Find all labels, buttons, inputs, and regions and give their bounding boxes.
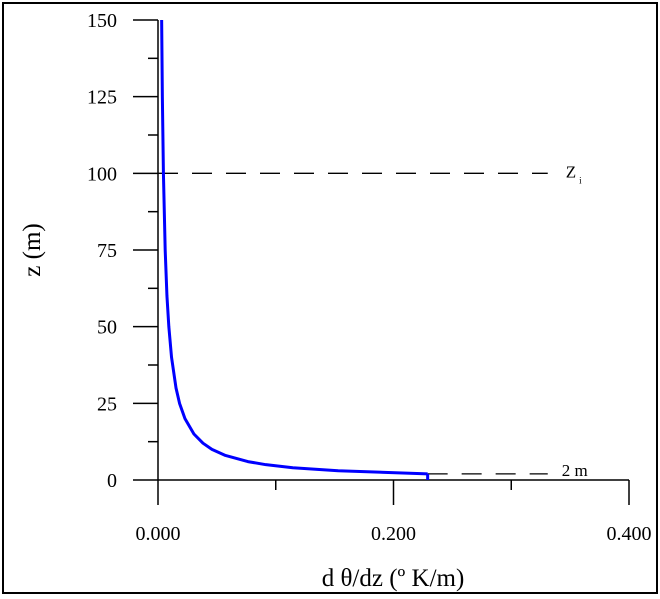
y-tick-label: 50	[97, 317, 117, 339]
y-tick-label: 75	[97, 240, 117, 262]
series-line	[160, 19, 428, 476]
series	[160, 19, 430, 480]
y-tick-label: 0	[107, 470, 117, 492]
y-tick-label: 150	[87, 10, 117, 32]
ticks: 0 25 50 75 100 125 150 0.000 0.200 0.400	[87, 10, 652, 545]
x-tick-label: 0.200	[371, 523, 416, 545]
x-axis-label: d θ/dz (º K/m)	[322, 565, 465, 592]
y-tick-label: 25	[97, 393, 117, 415]
x-tick-label: 0.000	[136, 523, 181, 545]
y-tick-label: 100	[87, 163, 117, 185]
axes	[157, 20, 629, 481]
y-axis-label: z (m)	[19, 223, 46, 276]
y-tick-label: 125	[87, 87, 117, 109]
x-tick-label: 0.400	[607, 523, 652, 545]
2m-label: 2 m	[562, 461, 588, 480]
